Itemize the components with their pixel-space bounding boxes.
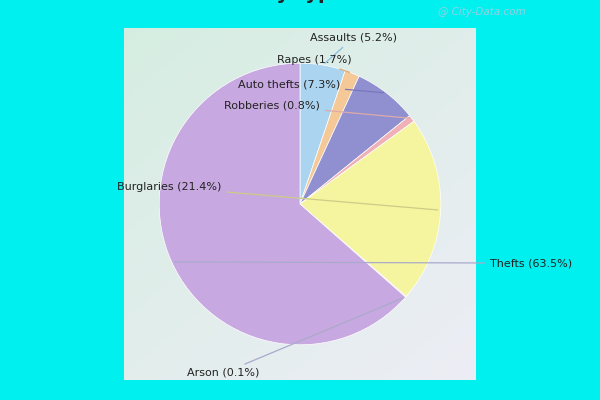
Wedge shape <box>300 63 345 204</box>
Wedge shape <box>159 63 406 345</box>
Text: Assaults (5.2%): Assaults (5.2%) <box>310 33 397 63</box>
Wedge shape <box>300 116 414 204</box>
Text: Auto thefts (7.3%): Auto thefts (7.3%) <box>238 79 384 93</box>
Text: @ City-Data.com: @ City-Data.com <box>437 7 525 17</box>
Text: Burglaries (21.4%): Burglaries (21.4%) <box>117 182 438 210</box>
Text: Thefts (63.5%): Thefts (63.5%) <box>175 258 572 268</box>
Text: Robberies (0.8%): Robberies (0.8%) <box>224 100 409 118</box>
Title: Crimes by type - 2015: Crimes by type - 2015 <box>179 0 421 3</box>
Wedge shape <box>300 76 410 204</box>
Text: Rapes (1.7%): Rapes (1.7%) <box>277 55 352 72</box>
Wedge shape <box>300 71 359 204</box>
Bar <box>124 28 476 380</box>
Wedge shape <box>300 204 406 297</box>
Text: Arson (0.1%): Arson (0.1%) <box>187 298 403 378</box>
Wedge shape <box>300 121 441 296</box>
